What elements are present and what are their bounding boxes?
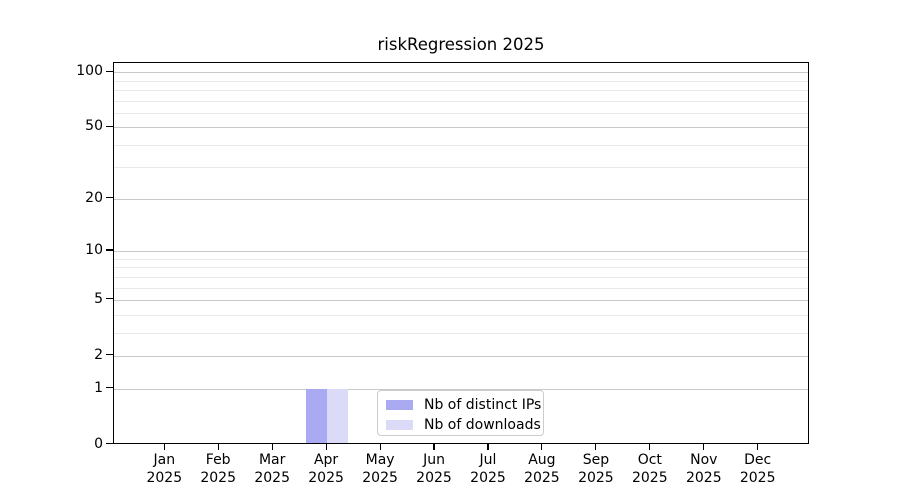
minor-gridline-3 [114, 332, 808, 334]
x-tick-label-apr: Apr 2025 [308, 451, 344, 486]
minor-gridline-30 [114, 167, 808, 169]
y-tick-mark-2 [106, 354, 113, 356]
major-gridline-100 [114, 72, 808, 74]
minor-gridline-90 [114, 80, 808, 82]
major-gridline-10 [114, 251, 808, 252]
minor-gridline-60 [114, 112, 808, 114]
chart-title: riskRegression 2025 [377, 35, 545, 54]
legend-label-distinct-ips: Nb of distinct IPs [424, 397, 542, 413]
legend: Nb of distinct IPs Nb of downloads [377, 390, 544, 436]
major-gridline-50 [114, 127, 808, 129]
minor-gridline-8 [114, 267, 808, 269]
minor-gridline-80 [114, 89, 808, 91]
minor-gridline-6 [114, 287, 808, 289]
x-tick-mark-jan [163, 443, 165, 450]
bar-downloads-apr [327, 388, 349, 444]
x-tick-label-oct: Oct 2025 [631, 451, 668, 486]
x-tick-label-may: May 2025 [362, 451, 398, 486]
minor-gridline-40 [114, 144, 808, 146]
x-tick-mark-jul [487, 443, 489, 450]
x-tick-label-sep: Sep 2025 [578, 451, 614, 486]
bar-distinct-ips-apr [306, 388, 328, 444]
y-tick-label-10: 10 [85, 242, 103, 258]
x-tick-label-jun: Jun 2025 [416, 451, 452, 486]
x-tick-mark-feb [217, 443, 219, 450]
y-tick-label-100: 100 [76, 63, 103, 80]
y-tick-label-50: 50 [85, 118, 103, 135]
x-tick-mark-oct [649, 443, 651, 450]
x-tick-mark-sep [595, 443, 597, 450]
legend-label-downloads: Nb of downloads [424, 417, 541, 433]
x-tick-label-nov: Nov 2025 [685, 451, 722, 486]
x-tick-label-jul: Jul 2025 [470, 451, 506, 486]
y-tick-mark-5 [106, 298, 113, 300]
x-tick-mark-mar [271, 443, 273, 450]
major-gridline-2 [114, 355, 808, 357]
x-tick-mark-nov [703, 443, 705, 450]
major-gridline-1 [114, 388, 808, 390]
x-tick-mark-aug [541, 443, 543, 450]
x-tick-label-jan: Jan 2025 [146, 451, 183, 486]
minor-gridline-70 [114, 100, 808, 102]
x-tick-mark-dec [757, 443, 759, 450]
x-tick-mark-jun [433, 443, 435, 450]
y-tick-label-0: 0 [94, 435, 103, 452]
x-tick-label-aug: Aug 2025 [524, 451, 560, 486]
y-tick-mark-20 [106, 197, 113, 199]
legend-swatch-downloads [386, 420, 413, 430]
minor-gridline-9 [114, 258, 808, 260]
x-tick-mark-may [379, 443, 381, 450]
x-tick-label-mar: Mar 2025 [254, 451, 290, 486]
y-tick-label-2: 2 [94, 346, 103, 363]
x-tick-label-feb: Feb 2025 [200, 451, 236, 486]
y-tick-mark-0 [106, 442, 113, 445]
major-gridline-5 [114, 299, 808, 301]
legend-swatch-distinct-ips [386, 400, 413, 410]
x-tick-mark-apr [325, 443, 327, 450]
major-gridline-20 [114, 198, 808, 200]
y-tick-mark-1 [106, 387, 113, 389]
minor-gridline-4 [114, 314, 808, 316]
y-tick-mark-50 [106, 125, 113, 127]
y-tick-label-1: 1 [94, 379, 103, 396]
y-tick-label-20: 20 [85, 189, 103, 206]
x-tick-label-dec: Dec 2025 [739, 451, 776, 486]
minor-gridline-7 [114, 276, 808, 278]
y-tick-mark-10 [106, 249, 113, 251]
y-tick-mark-100 [106, 70, 113, 72]
y-tick-label-5: 5 [94, 290, 103, 307]
plot-area [113, 62, 809, 444]
